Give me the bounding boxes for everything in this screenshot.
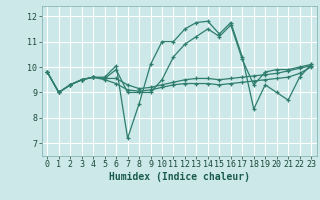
X-axis label: Humidex (Indice chaleur): Humidex (Indice chaleur) [109,172,250,182]
